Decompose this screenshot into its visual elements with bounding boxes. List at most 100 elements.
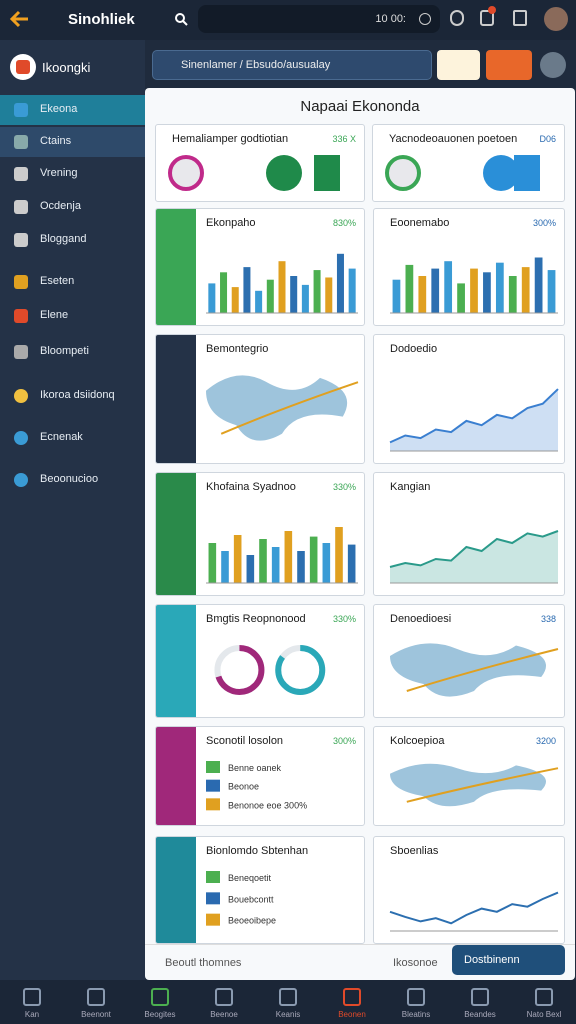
card: Kolcoepioa 3200 [373, 726, 565, 826]
nav-item[interactable]: Keanis [256, 980, 320, 1024]
list-label: Beoeoibepe [228, 916, 276, 926]
nav-label: Kan [24, 1010, 40, 1019]
bar [470, 268, 478, 313]
summary-disc [483, 155, 519, 191]
card: Sboenlias [373, 836, 565, 944]
card-title: Denoedioesi [390, 613, 452, 625]
chart: Beneqoetit Bouebcontt Beoeoibepe [206, 871, 276, 926]
bar [348, 268, 356, 313]
status-pill: 10 00: [198, 5, 440, 33]
user-avatar[interactable] [540, 52, 566, 78]
card-badge: D06 [539, 134, 556, 144]
nav-item[interactable]: Beandes [448, 980, 512, 1024]
panel-title: Napaai Ekononda [300, 98, 420, 115]
brand-name: Ikoongki [42, 60, 91, 75]
bar [266, 279, 274, 313]
summary-box [514, 155, 540, 191]
card-accent [156, 335, 196, 463]
sidebar-item[interactable]: Eseten [0, 267, 145, 297]
bar [290, 276, 298, 313]
card-title: Khofaina Syadnoo [206, 481, 296, 493]
icon[interactable] [450, 10, 464, 26]
bar [255, 290, 263, 313]
sidebar-item[interactable]: Vrening [0, 159, 145, 189]
bar [208, 543, 217, 583]
card-accent [156, 837, 196, 943]
search-bar[interactable]: Sinenlamer / Ebsudo/ausualay [152, 50, 432, 80]
card-accent [156, 727, 196, 825]
nav-item[interactable]: Beenoe [192, 980, 256, 1024]
nav-icon [151, 988, 169, 1006]
list-label: Beonoe [228, 782, 259, 792]
sidebar-item[interactable]: Ctains [0, 127, 145, 157]
bar [431, 268, 440, 313]
area-fill [390, 531, 558, 583]
summary-graphics [168, 155, 340, 191]
sidebar-item[interactable]: Ekeona [0, 95, 145, 125]
sidebar-icon [14, 135, 28, 149]
list-label: Benonoe eoe 300% [228, 800, 307, 810]
card: Bionlomdo Sbtenhan Beneqoetit Bouebcontt Be… [155, 836, 365, 944]
bar [444, 261, 453, 313]
sidebar-icon [14, 233, 28, 247]
sidebar-label: Ekeona [40, 103, 78, 115]
back-button[interactable] [8, 8, 32, 30]
card-title: Kangian [390, 481, 431, 493]
card-title: Ekonpaho [206, 217, 256, 229]
bar [243, 267, 251, 313]
chat-icon[interactable] [513, 10, 527, 26]
sidebar-item[interactable]: Beoonucioo [0, 465, 145, 495]
bar [233, 535, 242, 583]
nav-label: Bleatins [401, 1010, 431, 1019]
card-title: Dodoedio [390, 343, 438, 355]
clock-icon [419, 13, 431, 25]
primary-button[interactable]: Dostbinenn [452, 945, 565, 975]
sidebar-icon [14, 200, 28, 214]
bar [534, 257, 543, 313]
sidebar-item[interactable]: Ocdenja [0, 192, 145, 222]
chart [206, 375, 359, 441]
action-button[interactable] [486, 50, 532, 80]
avatar[interactable] [544, 7, 568, 31]
card: Eoonemabo 300% [373, 208, 565, 326]
sidebar-item[interactable]: Bloompeti [0, 337, 145, 367]
card: Bmgtis Reopnonood 330% [155, 604, 365, 718]
bar [418, 276, 427, 313]
card-badge: 830% [332, 218, 356, 228]
chart [389, 530, 559, 584]
nav-label: Beogites [144, 1010, 176, 1019]
card-title: Bmgtis Reopnonood [206, 613, 306, 625]
bar [246, 555, 255, 583]
chart [389, 891, 559, 932]
list-swatch [206, 892, 220, 905]
card-badge: 336 X [332, 134, 356, 144]
summary-graphics [385, 155, 540, 191]
sidebar-label: Ikoroa dsiidonq [40, 389, 115, 401]
nav-item[interactable]: Bleatins [384, 980, 448, 1024]
nav-item[interactable]: Beonen [320, 980, 384, 1024]
bar [284, 531, 293, 583]
bar [483, 272, 491, 313]
summary-ring [168, 155, 204, 191]
map-route [406, 648, 559, 692]
notification-icon[interactable] [480, 6, 496, 26]
nav-item[interactable]: Nato Bexl [512, 980, 576, 1024]
nav-icon [407, 988, 425, 1006]
chart: Benne oanek Beonoe Benonoe eoe 300% [206, 761, 307, 811]
sidebar-item[interactable]: Elene [0, 301, 145, 331]
filter-button[interactable] [437, 50, 480, 80]
sidebar-item[interactable]: Bloggand [0, 225, 145, 255]
nav-item[interactable]: Beogites [128, 980, 192, 1024]
card-badge: 338 [540, 614, 556, 624]
bar [322, 543, 331, 583]
card-accent [156, 209, 196, 325]
sidebar-item[interactable]: Ecnenak [0, 423, 145, 453]
nav-item[interactable]: Beenont [64, 980, 128, 1024]
sidebar-item[interactable]: Ikoroa dsiidonq [0, 381, 145, 411]
card: Denoedioesi 338 [373, 604, 565, 718]
nav-item[interactable]: Kan [0, 980, 64, 1024]
search-icon[interactable] [174, 12, 188, 26]
sidebar-label: Elene [40, 309, 69, 321]
list-swatch [206, 798, 220, 811]
